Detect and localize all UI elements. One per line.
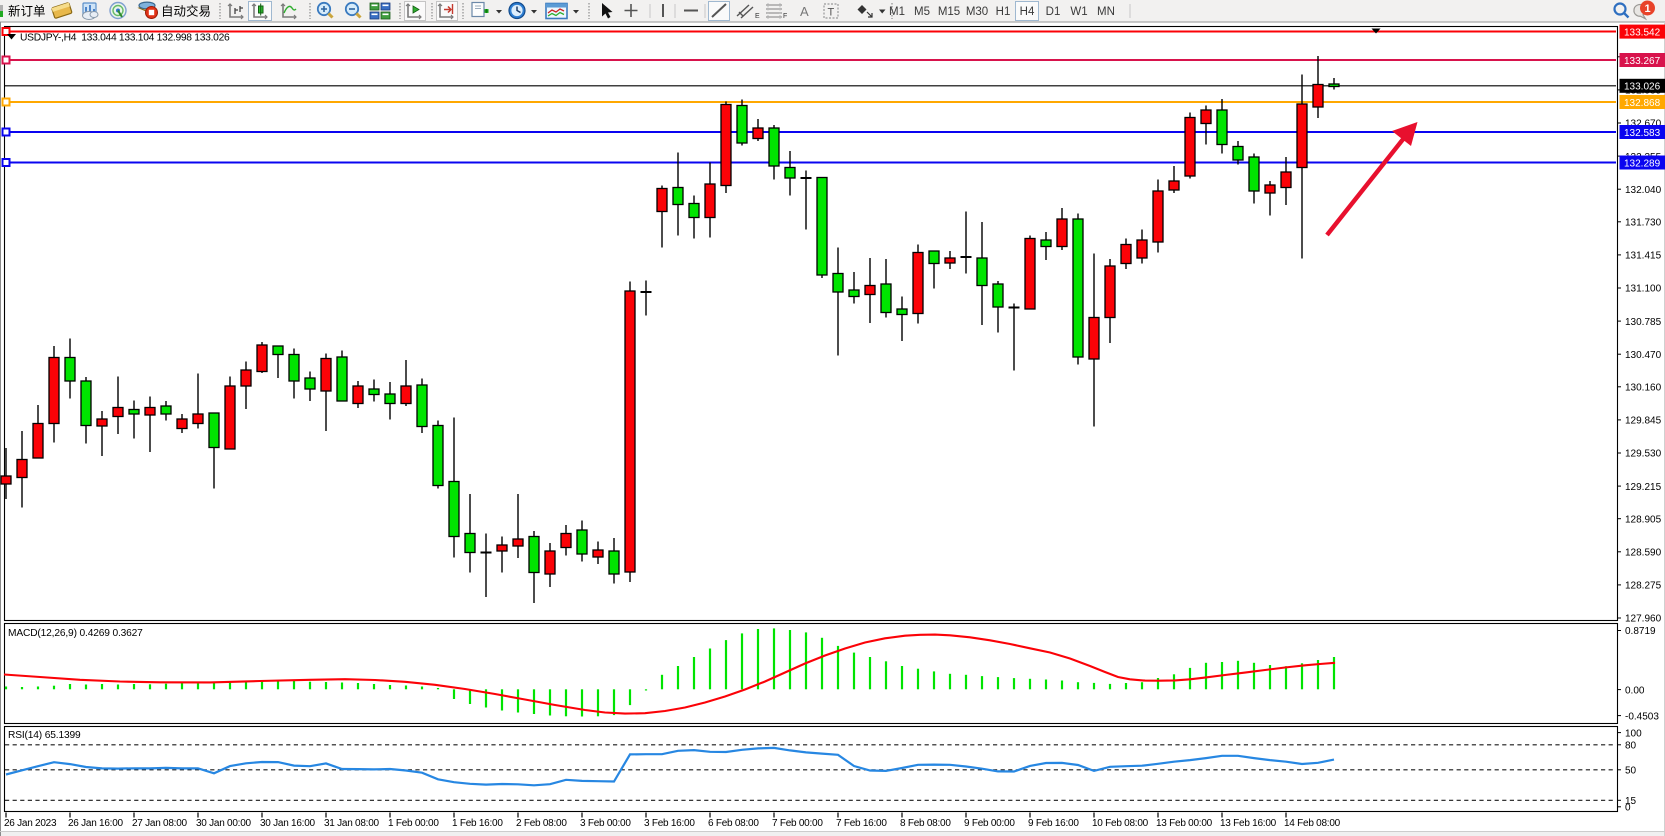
svg-text:30 Jan 16:00: 30 Jan 16:00 — [260, 818, 316, 829]
svg-text:USDJPY-,H4 133.044 133.104 13: USDJPY-,H4 133.044 133.104 132.998 133.0… — [20, 33, 230, 44]
svg-text:132.289: 132.289 — [1624, 158, 1661, 169]
svg-text:1: 1 — [1644, 3, 1650, 15]
svg-text:6 Feb 08:00: 6 Feb 08:00 — [708, 818, 759, 829]
svg-text:自动交易: 自动交易 — [161, 4, 211, 19]
svg-text:10 Feb 08:00: 10 Feb 08:00 — [1092, 818, 1149, 829]
svg-text:132.868: 132.868 — [1624, 98, 1661, 109]
svg-text:26 Jan 2023: 26 Jan 2023 — [4, 818, 57, 829]
svg-text:80: 80 — [1625, 741, 1637, 752]
svg-text:3 Feb 00:00: 3 Feb 00:00 — [580, 818, 631, 829]
svg-text:MN: MN — [1097, 6, 1115, 18]
svg-text:130.785: 130.785 — [1625, 317, 1662, 328]
svg-text:133.267: 133.267 — [1624, 56, 1661, 67]
svg-text:-0.4503: -0.4503 — [1625, 711, 1659, 722]
svg-text:132.040: 132.040 — [1625, 185, 1662, 196]
svg-text:133.542: 133.542 — [1624, 27, 1661, 38]
svg-text:130.470: 130.470 — [1625, 350, 1662, 361]
svg-text:128.275: 128.275 — [1625, 581, 1662, 592]
svg-text:50: 50 — [1625, 766, 1637, 777]
svg-text:2 Feb 08:00: 2 Feb 08:00 — [516, 818, 567, 829]
svg-text:132.583: 132.583 — [1624, 128, 1661, 139]
svg-text:D1: D1 — [1046, 6, 1061, 18]
svg-text:A: A — [800, 4, 809, 19]
svg-text:129.215: 129.215 — [1625, 482, 1662, 493]
svg-text:1 Feb 00:00: 1 Feb 00:00 — [388, 818, 439, 829]
svg-text:15: 15 — [1625, 796, 1637, 807]
svg-text:M1: M1 — [889, 6, 905, 18]
svg-text:131.730: 131.730 — [1625, 218, 1662, 229]
svg-text:H1: H1 — [996, 6, 1011, 18]
svg-text:129.845: 129.845 — [1625, 416, 1662, 427]
svg-text:1 Feb 16:00: 1 Feb 16:00 — [452, 818, 503, 829]
svg-text:128.905: 128.905 — [1625, 514, 1662, 525]
svg-text:31 Jan 08:00: 31 Jan 08:00 — [324, 818, 380, 829]
svg-text:W1: W1 — [1070, 6, 1087, 18]
svg-text:H4: H4 — [1020, 6, 1035, 18]
svg-text:E: E — [755, 13, 760, 20]
svg-text:133.026: 133.026 — [1624, 82, 1661, 93]
svg-text:3 Feb 16:00: 3 Feb 16:00 — [644, 818, 695, 829]
svg-text:0.8719: 0.8719 — [1625, 626, 1656, 637]
svg-text:13 Feb 16:00: 13 Feb 16:00 — [1220, 818, 1277, 829]
svg-text:128.590: 128.590 — [1625, 548, 1662, 559]
svg-text:M5: M5 — [914, 6, 930, 18]
svg-text:127.960: 127.960 — [1625, 614, 1662, 625]
svg-text:新订单: 新订单 — [8, 4, 46, 19]
svg-text:26 Jan 16:00: 26 Jan 16:00 — [68, 818, 124, 829]
svg-text:14 Feb 08:00: 14 Feb 08:00 — [1284, 818, 1341, 829]
svg-text:7 Feb 16:00: 7 Feb 16:00 — [836, 818, 887, 829]
svg-text:30 Jan 00:00: 30 Jan 00:00 — [196, 818, 252, 829]
svg-text:13 Feb 00:00: 13 Feb 00:00 — [1156, 818, 1213, 829]
svg-text:131.415: 131.415 — [1625, 251, 1662, 262]
svg-text:T: T — [828, 7, 835, 19]
svg-text:9 Feb 00:00: 9 Feb 00:00 — [964, 818, 1015, 829]
svg-text:130.160: 130.160 — [1625, 383, 1662, 394]
svg-text:MACD(12,26,9) 0.4269 0.3627: MACD(12,26,9) 0.4269 0.3627 — [8, 628, 143, 639]
svg-text:RSI(14) 65.1399: RSI(14) 65.1399 — [8, 730, 81, 741]
svg-text:0.00: 0.00 — [1625, 685, 1645, 696]
svg-text:100: 100 — [1625, 728, 1642, 739]
svg-text:27 Jan 08:00: 27 Jan 08:00 — [132, 818, 188, 829]
svg-text:9 Feb 16:00: 9 Feb 16:00 — [1028, 818, 1079, 829]
svg-text:132.670: 132.670 — [1625, 119, 1662, 130]
svg-text:7 Feb 00:00: 7 Feb 00:00 — [772, 818, 823, 829]
svg-text:129.530: 129.530 — [1625, 449, 1662, 460]
svg-text:M15: M15 — [938, 6, 960, 18]
svg-text:M30: M30 — [966, 6, 988, 18]
svg-text:F: F — [783, 13, 787, 20]
svg-text:0: 0 — [1625, 803, 1631, 814]
svg-text:8 Feb 08:00: 8 Feb 08:00 — [900, 818, 951, 829]
svg-text:131.100: 131.100 — [1625, 284, 1662, 295]
